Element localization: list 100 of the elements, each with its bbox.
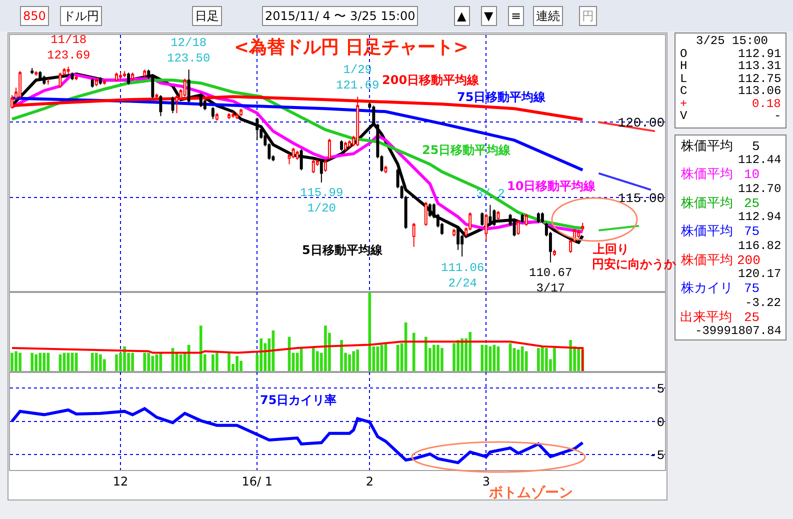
candlestick <box>524 213 528 226</box>
text: - <box>774 109 782 123</box>
bar <box>340 340 343 372</box>
text: 850 <box>23 9 46 23</box>
bar <box>212 354 214 372</box>
candlestick <box>30 68 34 75</box>
bar <box>228 352 230 372</box>
candlestick <box>516 219 520 236</box>
text: 株価平均 <box>680 253 733 268</box>
bar <box>30 352 34 372</box>
text: 113.31 <box>738 59 782 73</box>
annotation: 115.99 1/20 <box>300 186 344 216</box>
bar <box>94 352 98 372</box>
annotation: 110.67 3/17 <box>529 266 572 296</box>
text: 連続 <box>536 9 560 23</box>
candlestick <box>74 75 78 81</box>
text: 112.91 <box>738 47 782 61</box>
annotation: 上回り <box>592 242 629 256</box>
text: 116.82 <box>738 239 782 253</box>
text: 112.70 <box>738 182 782 196</box>
text: 113.06 <box>738 84 782 98</box>
candlestick <box>98 76 102 86</box>
bar <box>468 332 472 372</box>
candlestick <box>553 249 556 256</box>
text: 10日移動平均線 <box>507 179 597 193</box>
candlestick <box>240 108 243 117</box>
text: 株価平均 <box>680 224 733 239</box>
text: ボトムゾーン <box>488 485 573 501</box>
text: 112.75 <box>738 72 782 86</box>
text: 株価平均 <box>680 196 733 211</box>
annotation: 円安に向かうか <box>592 257 677 271</box>
candlestick <box>34 70 38 76</box>
candlestick <box>42 75 46 86</box>
candlestick <box>581 222 584 232</box>
x-tick-label: 12 <box>112 474 128 488</box>
text: L <box>680 72 688 86</box>
bar <box>99 354 102 372</box>
text: ドル円 <box>63 9 99 23</box>
candlestick <box>256 117 259 141</box>
candlestick <box>536 212 540 224</box>
bar <box>236 356 238 372</box>
bar <box>432 344 436 372</box>
bar <box>553 348 556 372</box>
candlestick <box>428 202 432 218</box>
candlestick <box>199 93 202 108</box>
bar <box>34 354 38 372</box>
text: C <box>680 84 688 98</box>
text: O <box>680 47 688 61</box>
bar <box>324 326 327 372</box>
candlestick <box>344 141 348 152</box>
bar <box>147 352 150 372</box>
text: H <box>680 59 688 73</box>
bar <box>545 348 548 372</box>
candlestick <box>66 66 70 75</box>
y-tick-label: -5 <box>648 448 665 464</box>
text: + <box>680 97 688 111</box>
candlestick <box>452 228 456 237</box>
candlestick <box>424 201 428 226</box>
bar <box>412 332 416 372</box>
candlestick <box>131 72 134 81</box>
series-label: 75日移動平均線 <box>457 90 547 104</box>
bar <box>436 344 440 372</box>
bar <box>541 346 544 372</box>
candlestick <box>296 150 299 160</box>
bar <box>352 351 355 372</box>
text: 株価平均 <box>680 167 733 182</box>
series-label: 75日カイリ率 <box>260 393 337 407</box>
series-label: 25日移動平均線 <box>422 143 512 157</box>
x-tick-label: 3 <box>482 474 490 488</box>
candlestick <box>94 78 98 87</box>
text: 75 <box>744 281 760 296</box>
candlestick <box>520 213 524 224</box>
candlestick <box>577 230 580 238</box>
bar <box>18 352 22 372</box>
candlestick <box>384 165 388 174</box>
bar <box>569 340 572 372</box>
annotation: 111.06 2/24 <box>441 261 484 291</box>
text: ≡ <box>511 9 522 23</box>
text: 75 <box>744 224 760 239</box>
candlestick <box>328 138 331 160</box>
candlestick <box>159 94 162 117</box>
candlestick <box>312 159 315 174</box>
candlestick <box>488 204 492 226</box>
annotation: 11/18 123.69 <box>47 33 90 63</box>
text: 株カイリ <box>680 281 733 296</box>
candlestick <box>300 148 303 171</box>
candlestick <box>480 212 484 226</box>
text: 5日移動平均線 <box>302 243 384 257</box>
series-label: 200日移動平均線 <box>382 73 480 87</box>
candlestick <box>372 105 376 126</box>
y-tick-label: 115.00 <box>618 190 665 206</box>
candlestick <box>18 70 22 99</box>
y-tick-label: 5 <box>656 382 665 397</box>
candlestick <box>512 218 516 237</box>
bar <box>131 352 134 372</box>
candlestick <box>324 159 327 172</box>
bar <box>456 340 460 372</box>
text: 円 <box>582 9 594 23</box>
text: 2015/11/ 4 〜 3/25 15:00 <box>265 9 416 23</box>
candlestick <box>232 111 235 118</box>
